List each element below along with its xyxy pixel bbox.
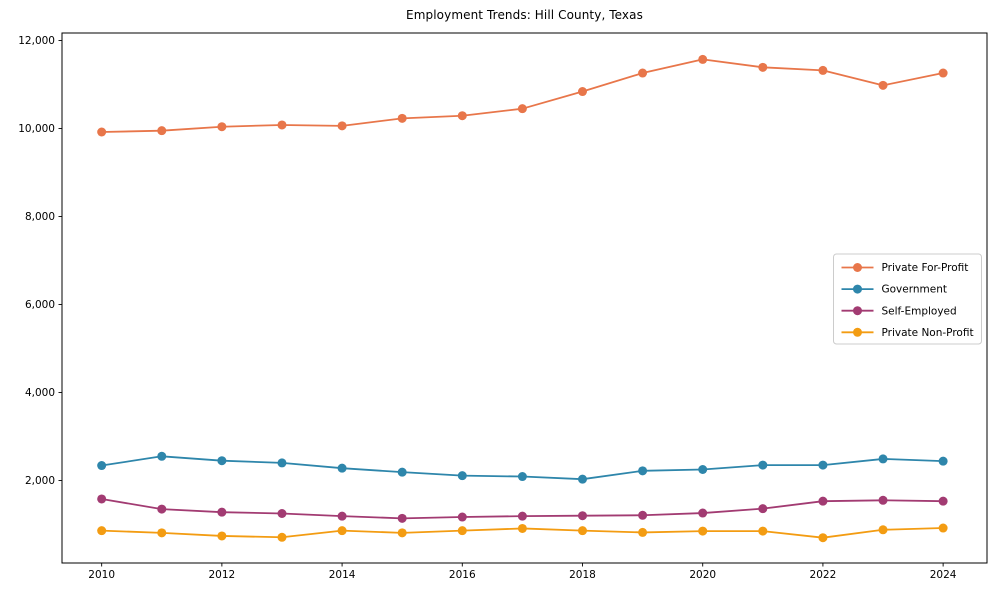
data-point-private-non-profit bbox=[277, 532, 287, 542]
data-point-private-non-profit bbox=[397, 528, 407, 538]
series-private-for-profit bbox=[97, 54, 948, 137]
data-point-private-for-profit bbox=[938, 68, 948, 78]
legend-label: Private Non-Profit bbox=[882, 327, 974, 339]
data-point-government bbox=[397, 467, 407, 477]
y-tick-label: 10,000 bbox=[18, 123, 55, 135]
data-point-private-for-profit bbox=[878, 80, 888, 90]
data-point-self-employed bbox=[157, 504, 167, 514]
y-tick-label: 12,000 bbox=[18, 35, 55, 47]
data-point-private-for-profit bbox=[517, 104, 527, 114]
data-point-government bbox=[878, 454, 888, 464]
data-point-government bbox=[758, 460, 768, 470]
y-tick-label: 2,000 bbox=[25, 475, 55, 487]
data-point-private-non-profit bbox=[517, 523, 527, 533]
data-point-self-employed bbox=[698, 508, 708, 518]
data-point-self-employed bbox=[337, 511, 347, 521]
data-point-government bbox=[277, 458, 287, 468]
data-point-private-for-profit bbox=[758, 62, 768, 72]
x-tick-label: 2018 bbox=[569, 569, 596, 581]
legend-entry-private-non-profit: Private Non-Profit bbox=[841, 327, 974, 339]
data-point-private-for-profit bbox=[157, 126, 167, 136]
data-point-self-employed bbox=[578, 511, 588, 521]
data-point-private-non-profit bbox=[457, 526, 467, 536]
data-point-self-employed bbox=[758, 504, 768, 514]
data-point-self-employed bbox=[397, 513, 407, 523]
legend: Private For-Profit Government Self-Employe… bbox=[833, 253, 982, 345]
data-point-government bbox=[578, 474, 588, 484]
data-point-self-employed bbox=[217, 507, 227, 517]
y-tick-label: 8,000 bbox=[25, 211, 55, 223]
y-tick-label: 4,000 bbox=[25, 387, 55, 399]
legend-marker-icon bbox=[853, 284, 862, 294]
data-point-self-employed bbox=[638, 510, 648, 520]
series-private-non-profit bbox=[97, 523, 948, 543]
x-tick-label: 2022 bbox=[810, 569, 837, 581]
data-point-self-employed bbox=[818, 496, 828, 506]
data-point-private-for-profit bbox=[457, 111, 467, 121]
data-point-self-employed bbox=[457, 512, 467, 522]
data-point-private-for-profit bbox=[397, 113, 407, 123]
legend-box bbox=[833, 253, 982, 345]
legend-marker-icon bbox=[853, 327, 862, 337]
data-point-government bbox=[217, 456, 227, 466]
chart-title: Employment Trends: Hill County, Texas bbox=[406, 8, 643, 22]
data-point-private-for-profit bbox=[277, 120, 287, 130]
data-point-government bbox=[818, 460, 828, 470]
x-tick-label: 2020 bbox=[689, 569, 716, 581]
data-point-government bbox=[337, 463, 347, 473]
legend-entry-self-employed: Self-Employed bbox=[841, 305, 957, 317]
data-point-private-for-profit bbox=[217, 122, 227, 132]
y-tick-label: 6,000 bbox=[25, 299, 55, 311]
data-point-private-non-profit bbox=[698, 526, 708, 536]
data-point-private-non-profit bbox=[758, 526, 768, 536]
data-point-private-non-profit bbox=[938, 523, 948, 533]
data-point-private-for-profit bbox=[638, 68, 648, 78]
plot-border bbox=[61, 32, 988, 564]
legend-marker-icon bbox=[853, 306, 862, 316]
data-point-self-employed bbox=[277, 508, 287, 518]
data-point-self-employed bbox=[97, 494, 107, 504]
y-axis: 2,000 4,000 6,000 8,000 10,000 12,000 bbox=[18, 35, 62, 487]
data-point-private-non-profit bbox=[97, 526, 107, 536]
data-point-government bbox=[938, 456, 948, 466]
data-point-government bbox=[638, 466, 648, 476]
data-point-private-non-profit bbox=[217, 531, 227, 541]
data-point-private-for-profit bbox=[337, 121, 347, 131]
legend-entry-private-for-profit: Private For-Profit bbox=[841, 262, 969, 274]
x-tick-label: 2014 bbox=[329, 569, 356, 581]
data-point-self-employed bbox=[938, 496, 948, 506]
data-point-private-for-profit bbox=[97, 127, 107, 137]
data-point-private-non-profit bbox=[337, 526, 347, 536]
data-point-government bbox=[457, 471, 467, 481]
data-point-government bbox=[517, 472, 527, 482]
legend-label: Government bbox=[882, 284, 947, 296]
series-line-private-for-profit bbox=[101, 58, 944, 133]
data-point-private-for-profit bbox=[698, 54, 708, 64]
data-point-private-for-profit bbox=[818, 65, 828, 75]
x-tick-label: 2016 bbox=[449, 569, 476, 581]
x-tick-label: 2012 bbox=[209, 569, 236, 581]
data-point-self-employed bbox=[878, 495, 888, 505]
data-point-private-for-profit bbox=[578, 87, 588, 97]
data-point-government bbox=[157, 451, 167, 461]
data-point-private-non-profit bbox=[878, 525, 888, 535]
legend-entry-government: Government bbox=[841, 284, 947, 296]
data-point-private-non-profit bbox=[157, 528, 167, 538]
data-point-private-non-profit bbox=[578, 526, 588, 536]
data-point-self-employed bbox=[517, 511, 527, 521]
legend-label: Self-Employed bbox=[882, 305, 957, 317]
legend-marker-icon bbox=[853, 263, 862, 272]
data-point-private-non-profit bbox=[638, 527, 648, 537]
data-point-private-non-profit bbox=[818, 533, 828, 543]
series-government bbox=[97, 451, 948, 484]
series-self-employed bbox=[97, 494, 948, 523]
legend-label: Private For-Profit bbox=[882, 262, 969, 274]
data-point-government bbox=[97, 461, 107, 471]
x-tick-label: 2024 bbox=[930, 569, 957, 581]
x-axis: 2010 2012 2014 2016 2018 2020 2022 2024 bbox=[88, 563, 957, 581]
data-point-government bbox=[698, 464, 708, 474]
x-tick-label: 2010 bbox=[88, 569, 115, 581]
